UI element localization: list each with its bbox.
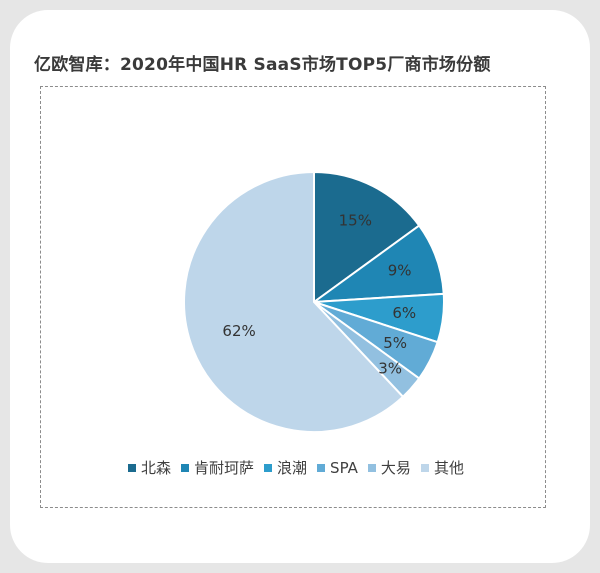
legend-swatch <box>181 463 190 472</box>
legend-item-5: 大易 <box>367 457 411 478</box>
legend-swatch <box>128 463 136 472</box>
legend-swatch <box>367 463 376 472</box>
legend: 北森 肯耐珂萨 浪潮 SPA 大易 其他 <box>128 457 474 478</box>
legend-label: SPA <box>330 458 358 477</box>
legend-swatch <box>264 463 273 472</box>
data-label-5: 3% <box>378 360 402 378</box>
legend-item-2: 肯耐珂萨 <box>181 457 254 478</box>
legend-item-3: 浪潮 <box>264 457 307 478</box>
data-label-3: 6% <box>392 304 416 322</box>
plot-area <box>40 86 546 508</box>
pie-slice-6 <box>183 170 405 433</box>
pie-slice-1 <box>313 170 421 304</box>
legend-label: 肯耐珂萨 <box>194 459 255 477</box>
legend-item-1: 北森 <box>128 457 171 478</box>
legend-item-4: SPA <box>317 459 358 477</box>
data-label-6: 62% <box>222 322 255 340</box>
legend-item-6: 其他 <box>420 457 464 478</box>
legend-swatch <box>420 463 429 472</box>
legend-swatch <box>317 463 326 472</box>
data-label-1: 15% <box>339 211 372 229</box>
legend-label: 浪潮 <box>277 459 308 477</box>
legend-label: 北森 <box>141 459 172 477</box>
chart-title: 亿欧智库：2020年中国HR SaaS市场TOP5厂商市场份额 <box>34 55 491 75</box>
legend-label: 大易 <box>380 459 411 477</box>
data-label-2: 9% <box>388 262 412 280</box>
data-label-4: 5% <box>383 334 407 352</box>
legend-label: 其他 <box>433 459 464 477</box>
